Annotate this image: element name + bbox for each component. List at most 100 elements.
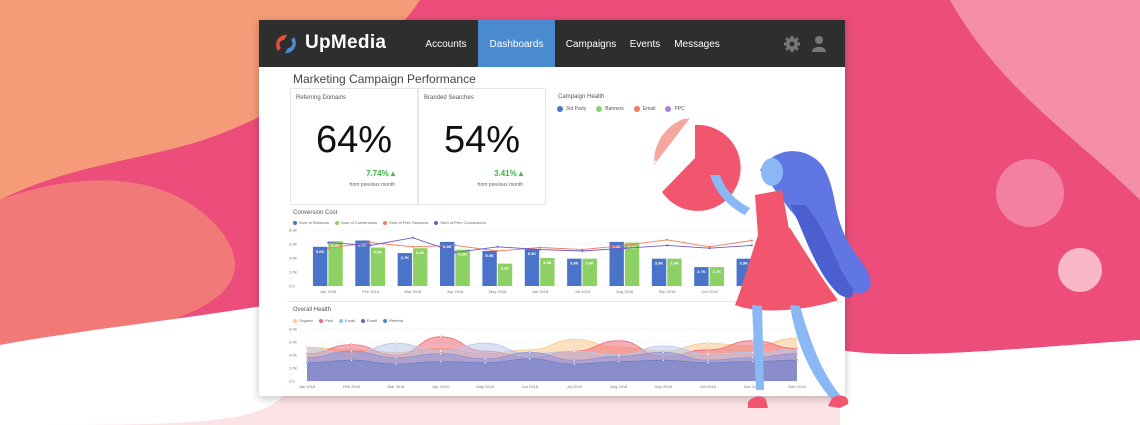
line-point xyxy=(623,244,626,247)
gear-icon[interactable] xyxy=(783,35,801,53)
area-point xyxy=(573,362,576,366)
y-tick-label: 2.0K xyxy=(289,366,298,371)
bar-conversions xyxy=(624,242,640,286)
bar-data-label: 3.2K xyxy=(501,266,510,271)
area-series-line xyxy=(306,342,798,356)
area-point xyxy=(528,357,531,361)
x-tick-label: Sep 2018 xyxy=(659,289,677,294)
legend-item: PPC xyxy=(665,106,685,112)
divider xyxy=(287,301,843,302)
bar-sessions xyxy=(524,248,540,286)
x-tick-label: Sep 2018 xyxy=(655,384,673,389)
area-point xyxy=(751,339,754,342)
legend-item: Sum of Conversions xyxy=(335,220,377,225)
area-point xyxy=(573,338,576,341)
x-tick-label: Oct 2018 xyxy=(700,384,717,389)
line-point xyxy=(708,245,711,248)
line-point xyxy=(411,236,414,239)
bar-data-label: 3.9K xyxy=(655,261,664,266)
x-tick-label: Jun 2018 xyxy=(521,384,538,389)
card-label: Branded Searches xyxy=(424,95,474,101)
line-point xyxy=(539,248,541,251)
line-point xyxy=(369,241,372,244)
y-tick-label: 4.0K xyxy=(289,353,298,358)
bar-conversions xyxy=(370,247,386,286)
area-series-line xyxy=(306,350,798,361)
legend-item: Email xyxy=(339,318,355,323)
legend-item: Referral xyxy=(383,318,403,323)
card-label: Referring Domains xyxy=(296,95,347,101)
bar-data-label: 3.9K xyxy=(740,261,749,266)
area-point xyxy=(706,361,710,365)
bar-data-label: 5.2K xyxy=(458,252,467,257)
bar-data-label: 6.3K xyxy=(443,244,452,249)
area-point xyxy=(706,342,710,345)
x-tick-label: Feb 2018 xyxy=(362,289,380,294)
card-value: 64% xyxy=(315,119,393,161)
area-point xyxy=(305,361,309,365)
area-point xyxy=(394,342,398,345)
area-point xyxy=(483,357,487,361)
overall-health-title: Overall Health xyxy=(293,307,332,313)
line-point xyxy=(327,241,330,244)
legend-item: Email xyxy=(361,318,377,323)
x-tick-label: Jul 2018 xyxy=(567,384,583,389)
area-point xyxy=(573,358,576,362)
nav-campaigns[interactable]: Campaigns xyxy=(565,39,617,50)
legend-item: Paid xyxy=(319,318,333,323)
bar-sessions xyxy=(651,258,667,286)
x-tick-label: Jan 2018 xyxy=(320,289,337,294)
x-tick-label: Oct 2018 xyxy=(701,289,718,294)
page-title: Marketing Campaign Performance xyxy=(293,72,476,86)
bar-data-label: 2.7K xyxy=(713,269,722,274)
area-point xyxy=(662,344,665,348)
area-point xyxy=(394,356,398,359)
y-tick-label: 2.0K xyxy=(289,270,298,275)
bar-sessions xyxy=(312,246,328,286)
bar-data-label: 5.4K xyxy=(416,250,425,255)
line-point xyxy=(411,245,414,248)
x-tick-label: Jan 2018 xyxy=(299,384,316,389)
line-point xyxy=(454,251,457,254)
area-point xyxy=(439,360,442,363)
x-tick-label: May 2018 xyxy=(489,289,507,294)
bar-data-label: 3.9K xyxy=(570,261,579,266)
bar-data-label: 3.9K xyxy=(585,261,594,266)
nav-messages[interactable]: Messages xyxy=(674,39,720,50)
bar-data-label: 5.0K xyxy=(485,253,494,258)
area-point xyxy=(528,351,531,354)
card-delta: 3.41% ▴ xyxy=(494,169,523,178)
line-point xyxy=(750,239,753,242)
x-tick-label: Feb 2018 xyxy=(343,384,361,389)
bar-data-label: 2.7K xyxy=(697,269,706,274)
area-point xyxy=(439,352,442,355)
nav-dashboards[interactable]: Dashboards xyxy=(478,20,555,67)
area-point xyxy=(350,349,353,353)
y-tick-label: 0.0 xyxy=(289,379,295,384)
line-point xyxy=(750,244,753,247)
conversion-cost-legend: Sum of Sessions Sum of Conversions Sum o… xyxy=(293,220,486,225)
bar-data-label: 6.2K xyxy=(628,245,637,250)
bar-conversions xyxy=(540,258,555,286)
bar-conversions xyxy=(413,248,428,286)
bar-data-label: 5.3K xyxy=(528,251,537,256)
nav-events[interactable]: Events xyxy=(629,39,661,50)
bar-sessions xyxy=(609,241,624,286)
bar-sessions xyxy=(397,253,413,286)
card-label: Campaign Health xyxy=(558,94,605,100)
overall-health-chart: 8.0K 6.0K 4.0K 2.0K 0.0 Jan 2018 Feb 2018 Mar 2… xyxy=(289,327,806,390)
nav-accounts[interactable]: Accounts xyxy=(425,39,467,50)
card-delta: 7.74% ▴ xyxy=(366,169,395,178)
area-point xyxy=(305,347,309,350)
x-tick-label: Apr 2018 xyxy=(433,384,450,389)
bar-data-label: 6.4K xyxy=(331,243,340,248)
area-point xyxy=(751,356,754,359)
bar-sessions xyxy=(440,241,455,286)
line-point xyxy=(708,247,711,250)
brand-name: UpMedia xyxy=(305,32,387,53)
bar-conversions xyxy=(497,263,513,286)
user-icon[interactable] xyxy=(810,35,828,53)
y-tick-label: 0.0 xyxy=(289,284,295,289)
conversion-cost-title: Conversion Cost xyxy=(293,210,338,216)
